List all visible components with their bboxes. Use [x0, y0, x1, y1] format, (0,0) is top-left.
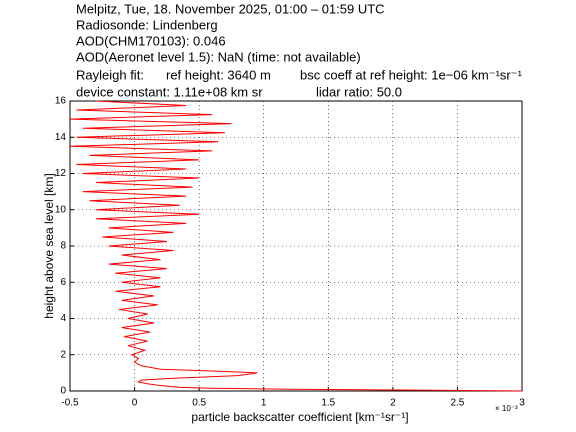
header-text: bsc coeff at ref height: 1e−06 km⁻¹sr⁻¹	[300, 67, 523, 82]
header-text: AOD(Aeronet level 1.5): NaN (time: not a…	[76, 49, 361, 64]
header-text: Melpitz, Tue, 18. November 2025, 01:00 –…	[76, 1, 385, 16]
x-tick-label: 2.5	[450, 398, 464, 409]
header-text: device constant: 1.11e+08 km sr	[76, 84, 263, 99]
header-text: Radiosonde: Lindenberg	[76, 17, 218, 32]
y-tick-label: 16	[55, 96, 67, 107]
y-tick-label: 4	[60, 313, 66, 324]
header-text: Rayleigh fit:	[76, 67, 144, 82]
y-tick-label: 2	[60, 349, 66, 360]
x-tick-label: 2	[390, 398, 396, 409]
x-tick-label: 1.5	[321, 398, 335, 409]
profile-line	[69, 100, 523, 392]
plot-frame	[69, 100, 523, 392]
y-tick-label: 6	[60, 277, 66, 288]
y-tick-label: 14	[55, 132, 67, 143]
y-tick-label: 12	[55, 168, 67, 179]
x-axis-label: particle backscatter coefficient [km⁻¹sr…	[191, 410, 408, 424]
x-tick-label: -0.5	[61, 398, 79, 409]
x-tick-label: 0	[132, 398, 138, 409]
header-text: lidar ratio: 50.0	[316, 84, 402, 99]
header-text: ref height: 3640 m	[166, 67, 271, 82]
y-tick-label: 8	[60, 241, 66, 252]
y-axis-label: height above sea level [km]	[42, 173, 56, 318]
x-tick-label: 1	[261, 398, 267, 409]
x-tick-label: 3	[519, 398, 525, 409]
x-multiplier: × 10⁻³	[495, 404, 518, 413]
header-text: AOD(CHM170103): 0.046	[76, 33, 226, 48]
x-tick-label: 0.5	[192, 398, 206, 409]
y-tick-label: 0	[60, 386, 66, 397]
y-tick-label: 10	[55, 204, 67, 215]
